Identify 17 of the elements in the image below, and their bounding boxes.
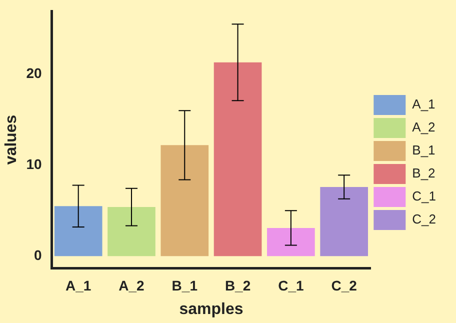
y-tick-label: 20 bbox=[26, 65, 42, 82]
x-tick-label: A_1 bbox=[66, 277, 92, 294]
y-tick-label: 10 bbox=[26, 156, 42, 172]
legend-label: C_2 bbox=[412, 212, 436, 227]
x-tick-label: B_1 bbox=[172, 277, 198, 294]
y-tick-label: 0 bbox=[34, 247, 42, 264]
x-tick-label: B_2 bbox=[224, 277, 251, 294]
legend-label: C_1 bbox=[412, 188, 436, 204]
legend-label: B_2 bbox=[412, 166, 436, 181]
legend-label: B_1 bbox=[412, 142, 436, 158]
x-tick-label: C_1 bbox=[278, 277, 304, 294]
legend-label: A_1 bbox=[412, 96, 436, 112]
legend-label: A_2 bbox=[412, 120, 436, 135]
x-tick-label: C_2 bbox=[331, 277, 358, 294]
y-axis-title: values bbox=[3, 114, 20, 165]
x-tick-label: A_2 bbox=[118, 277, 145, 294]
x-axis-title: samples bbox=[179, 300, 244, 318]
